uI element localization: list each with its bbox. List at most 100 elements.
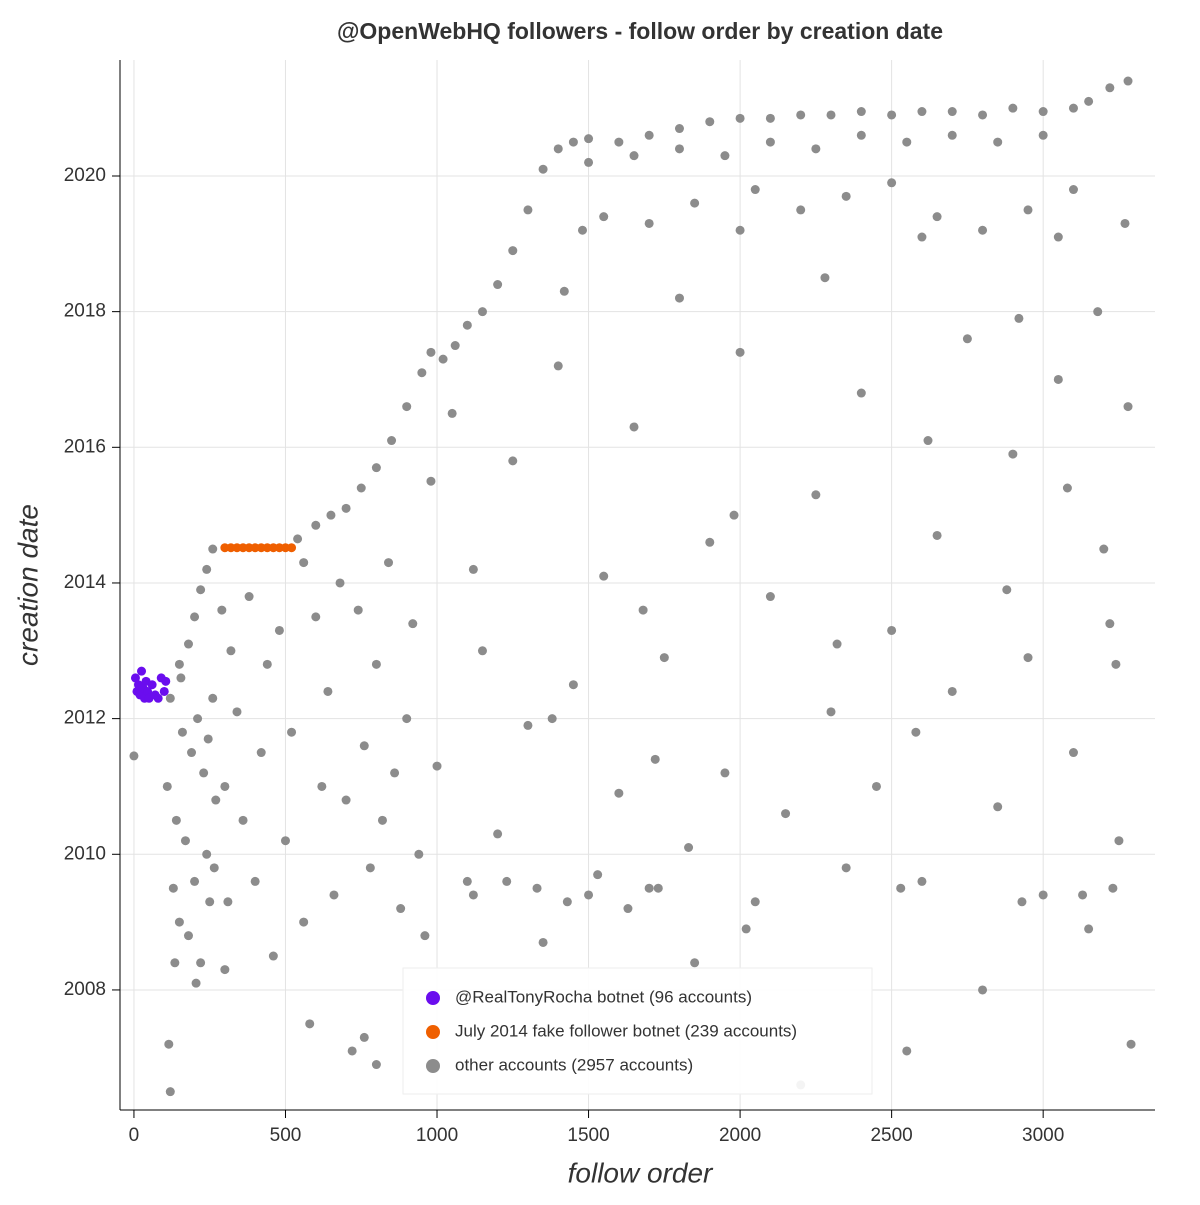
- point: [417, 368, 427, 378]
- point: [143, 686, 153, 696]
- point: [932, 530, 942, 540]
- point: [811, 144, 821, 154]
- point: [962, 334, 972, 344]
- point: [493, 280, 503, 290]
- point: [299, 558, 309, 568]
- point: [568, 137, 578, 147]
- legend-label: @RealTonyRocha botnet (96 accounts): [455, 987, 752, 1006]
- x-tick-label: 0: [129, 1125, 140, 1146]
- point: [161, 676, 171, 686]
- point: [674, 144, 684, 154]
- point: [1084, 96, 1094, 106]
- point: [462, 320, 472, 330]
- point: [856, 388, 866, 398]
- point: [177, 727, 187, 737]
- point: [1023, 653, 1033, 663]
- point: [947, 107, 957, 117]
- point: [191, 978, 201, 988]
- x-tick-label: 1500: [567, 1125, 609, 1146]
- point: [796, 205, 806, 215]
- point: [187, 748, 197, 758]
- point: [371, 463, 381, 473]
- point: [562, 897, 572, 907]
- point: [508, 246, 518, 256]
- y-tick-label: 2020: [64, 165, 106, 186]
- point: [256, 748, 266, 758]
- point: [674, 293, 684, 303]
- point: [341, 503, 351, 513]
- point: [396, 904, 406, 914]
- y-tick-label: 2018: [64, 301, 106, 322]
- point: [347, 1046, 357, 1056]
- point: [477, 307, 487, 317]
- point: [735, 113, 745, 123]
- x-tick-label: 1000: [416, 1125, 458, 1146]
- point: [165, 1087, 175, 1097]
- legend-label: other accounts (2957 accounts): [455, 1055, 693, 1074]
- point: [568, 680, 578, 690]
- point: [468, 564, 478, 574]
- point: [377, 815, 387, 825]
- point: [887, 110, 897, 120]
- point: [1002, 585, 1012, 595]
- point: [638, 605, 648, 615]
- point: [553, 144, 563, 154]
- point: [468, 890, 478, 900]
- point: [993, 137, 1003, 147]
- point: [947, 686, 957, 696]
- point: [220, 781, 230, 791]
- point: [202, 849, 212, 859]
- point: [311, 520, 321, 530]
- point: [365, 863, 375, 873]
- point: [153, 693, 163, 703]
- point: [584, 157, 594, 167]
- point: [244, 592, 254, 602]
- point: [1062, 483, 1072, 493]
- y-tick-label: 2012: [64, 708, 106, 729]
- y-tick-label: 2016: [64, 436, 106, 457]
- point: [978, 985, 988, 995]
- point: [250, 876, 260, 886]
- point: [538, 937, 548, 947]
- point: [356, 483, 366, 493]
- point: [553, 361, 563, 371]
- point: [629, 422, 639, 432]
- point: [384, 558, 394, 568]
- point: [1078, 890, 1088, 900]
- point: [1114, 836, 1124, 846]
- point: [323, 686, 333, 696]
- point: [917, 876, 927, 886]
- legend-marker: [426, 1025, 440, 1039]
- point: [765, 592, 775, 602]
- point: [238, 815, 248, 825]
- point: [1023, 205, 1033, 215]
- point: [1008, 449, 1018, 459]
- point: [390, 768, 400, 778]
- point: [196, 585, 206, 595]
- point: [168, 883, 178, 893]
- point: [183, 639, 193, 649]
- x-axis-label: follow order: [568, 1157, 714, 1188]
- point: [644, 883, 654, 893]
- point: [735, 225, 745, 235]
- point: [690, 198, 700, 208]
- point: [353, 605, 363, 615]
- point: [190, 612, 200, 622]
- point: [887, 625, 897, 635]
- point: [871, 781, 881, 791]
- point: [547, 714, 557, 724]
- point: [690, 958, 700, 968]
- point: [130, 673, 140, 683]
- point: [729, 510, 739, 520]
- point: [205, 897, 215, 907]
- point: [932, 212, 942, 222]
- point: [493, 829, 503, 839]
- point: [705, 117, 715, 127]
- point: [170, 958, 180, 968]
- point: [450, 341, 460, 351]
- y-axis-label: creation date: [12, 504, 43, 666]
- point: [1123, 76, 1133, 86]
- point: [978, 225, 988, 235]
- point: [1084, 924, 1094, 934]
- point: [299, 917, 309, 927]
